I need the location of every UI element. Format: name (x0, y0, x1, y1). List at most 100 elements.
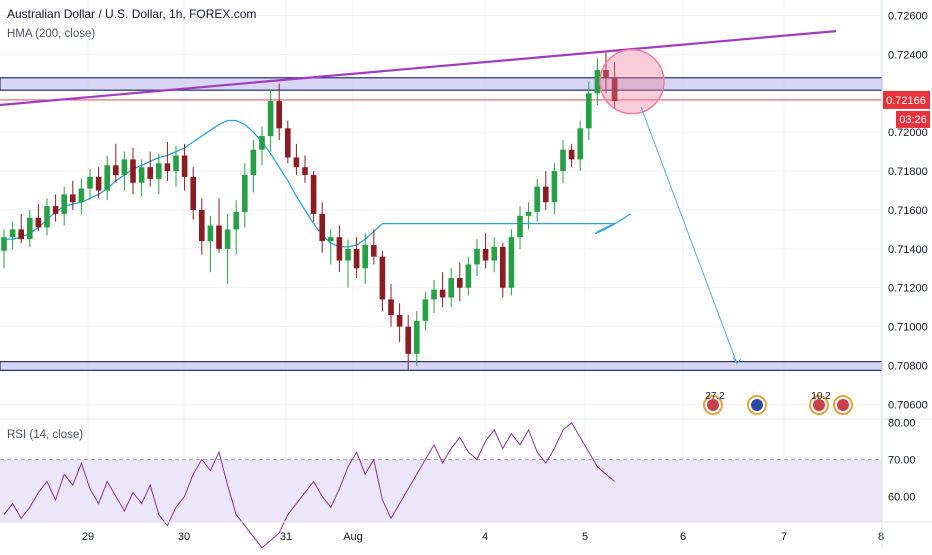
candle-body (113, 165, 119, 175)
candle-body (9, 229, 16, 238)
candle-body (35, 217, 42, 228)
price-tick-label: 0.71600 (888, 205, 928, 217)
candle-body (207, 225, 214, 242)
rsi-tick-label: 70.00 (888, 454, 916, 466)
price-tick-label: 0.70600 (888, 399, 928, 411)
candle-body (104, 165, 110, 191)
candle-body (250, 149, 257, 175)
price-tick-label: 0.72600 (888, 11, 928, 23)
horizontal-zone[interactable] (0, 361, 883, 371)
candle-body (164, 163, 171, 172)
candle-body (242, 174, 248, 212)
candle-body (439, 289, 446, 298)
candle-body (586, 93, 592, 129)
candle-body (121, 159, 128, 175)
candle-body (293, 157, 300, 168)
candle-body (87, 176, 93, 189)
candle-body (18, 229, 24, 240)
candle-body (173, 155, 179, 172)
candle-body (52, 206, 59, 214)
us-flag-icon (813, 399, 825, 411)
candle-body (328, 237, 334, 242)
rsi-band (0, 459, 882, 522)
time-tick-label: 31 (280, 531, 292, 543)
candle-body (525, 211, 532, 216)
candle-body (78, 188, 85, 203)
candle-body (362, 244, 368, 269)
candle-body (448, 278, 454, 298)
candle-body (156, 163, 162, 179)
candle-body (457, 278, 463, 288)
event-badge[interactable]: 27.2 (703, 391, 725, 415)
candle-body (353, 248, 360, 269)
candle-body (61, 194, 67, 214)
candle-body (95, 176, 102, 191)
event-label: 10.2 (811, 391, 831, 402)
candle-body (27, 217, 33, 240)
candle-body (371, 244, 377, 257)
horizontal-zone[interactable] (0, 77, 883, 91)
time-tick-label: 5 (582, 531, 588, 543)
event-badge[interactable] (747, 395, 767, 415)
price-tag-label: 0.72166 (886, 95, 926, 107)
candle-body (517, 215, 523, 238)
candle-body (216, 225, 222, 249)
price-tick-label: 0.71800 (888, 166, 928, 178)
event-badge[interactable]: 10.2 (809, 391, 831, 415)
candle-body (302, 167, 308, 175)
price-tick-label: 0.72000 (888, 127, 928, 139)
candle-body (568, 149, 575, 160)
candle-body (259, 136, 265, 150)
candle-body (388, 299, 394, 315)
time-tick-label: 29 (82, 531, 94, 543)
arrow-head (732, 357, 742, 365)
price-tick-label: 0.71400 (888, 244, 928, 256)
time-tick-label: 30 (178, 531, 190, 543)
candle-body (345, 248, 351, 261)
candle-body (138, 167, 145, 183)
candle-body (130, 159, 136, 183)
candle-body (560, 149, 566, 172)
price-tick-label: 0.70800 (888, 361, 928, 373)
candle-body (276, 101, 282, 129)
candle-body (44, 206, 50, 228)
candle-body (405, 326, 411, 354)
candle-body (414, 320, 420, 354)
candle-body (422, 299, 429, 321)
event-label: 27.2 (705, 391, 725, 402)
candle-body (482, 248, 489, 261)
candle-body (543, 186, 549, 203)
candle-body (465, 264, 472, 288)
candle-body (310, 174, 317, 214)
candle-body (611, 77, 618, 102)
candle-body (508, 237, 515, 288)
countdown-label: 03:26 (899, 114, 927, 126)
price-tick-label: 0.71000 (888, 322, 928, 334)
rsi-line (3, 421, 615, 549)
rsi-label[interactable]: RSI (14, close) (7, 429, 84, 441)
trendline[interactable] (0, 30, 837, 107)
au-flag-icon (751, 399, 763, 411)
candle-body (224, 229, 231, 249)
candle-body (147, 167, 153, 179)
indicator-label[interactable]: HMA (200, close) (7, 28, 96, 40)
highlight-circle[interactable] (599, 48, 665, 115)
candle-body (336, 237, 343, 261)
candle-body (267, 101, 274, 137)
rsi-tick-label: 80.00 (888, 418, 916, 430)
event-badge[interactable] (833, 395, 853, 415)
projection-arrow[interactable] (640, 106, 738, 364)
us-flag-icon (837, 399, 849, 411)
symbol-title: Australian Dollar / U.S. Dollar, 1h, FOR… (7, 7, 257, 21)
candle-body (474, 248, 480, 265)
time-tick-label: Aug (343, 531, 363, 543)
candle-body (199, 209, 205, 242)
price-tick-label: 0.72400 (888, 49, 928, 61)
candle-body (603, 69, 609, 78)
candle-body (319, 213, 325, 242)
candle-body (396, 314, 403, 327)
candle-body (551, 171, 558, 203)
candle-body (431, 289, 437, 300)
